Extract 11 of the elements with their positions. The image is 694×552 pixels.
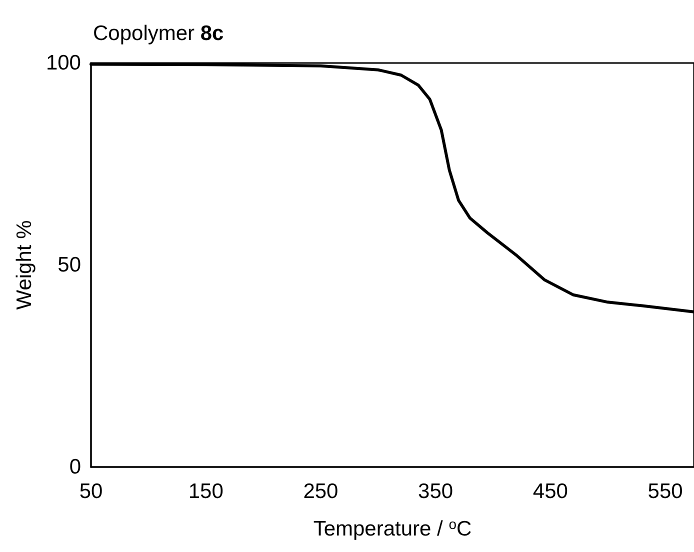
y-tick-label: 50 bbox=[58, 254, 81, 276]
x-tick-label: 550 bbox=[648, 480, 683, 503]
x-tick-label: 450 bbox=[532, 480, 568, 503]
y-axis-title: Weight % bbox=[13, 220, 36, 310]
x-tick-label: 350 bbox=[418, 480, 454, 503]
chart-title: Copolymer 8c bbox=[93, 22, 224, 45]
x-tick-label: 150 bbox=[188, 480, 224, 503]
x-tick-label: 50 bbox=[79, 480, 103, 503]
x-tick-label: 250 bbox=[303, 480, 338, 503]
y-tick-label: 0 bbox=[69, 456, 81, 478]
y-tick-label: 100 bbox=[46, 52, 81, 74]
